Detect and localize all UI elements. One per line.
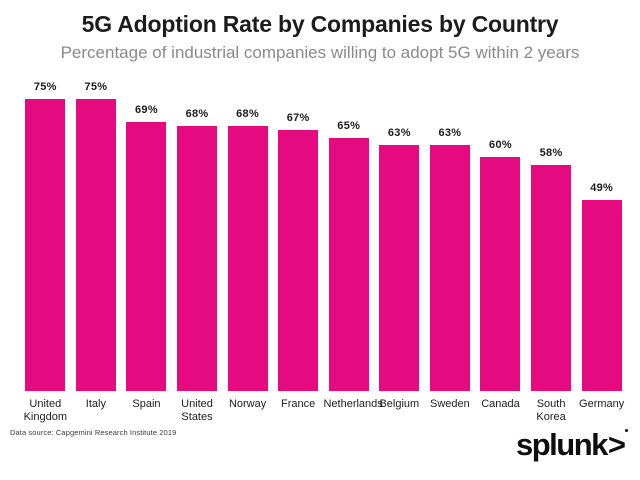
bar-column: 60% <box>475 139 526 391</box>
bar <box>177 125 218 391</box>
bar-value-label: 63% <box>387 127 411 140</box>
splunk-logo: splunk> <box>515 427 628 462</box>
bar-column: 68% <box>222 108 273 391</box>
bar-chart: 75% 75% 69% 68% 68% 67% 65% 63% 63% 60% 58% 49% <box>20 63 627 391</box>
bar-value-label: 75% <box>84 80 108 93</box>
page-title: 5G Adoption Rate by Companies by Country <box>81 11 559 37</box>
bar <box>227 125 268 391</box>
category-label: Spain <box>132 398 161 410</box>
bar-column: 58% <box>526 147 577 391</box>
bar-column: 68% <box>172 108 223 391</box>
category-label: Netherlands <box>323 398 383 410</box>
chart-footer: Data source: Capgemini Research Institut… <box>0 424 640 480</box>
category-label: United States <box>181 398 213 423</box>
category-label: Germany <box>579 398 625 410</box>
chart-header: 5G Adoption Rate by Companies by Country… <box>0 0 640 63</box>
bar-value-label: 63% <box>438 127 462 140</box>
bar-column: 65% <box>323 119 374 391</box>
bar-value-label: 68% <box>185 107 209 120</box>
bar <box>480 157 521 391</box>
bar-value-label: 69% <box>134 103 158 116</box>
page-subtitle: Percentage of industrial companies willi… <box>60 43 580 62</box>
bar-value-label: 58% <box>539 146 563 159</box>
bar-column: 69% <box>121 104 172 391</box>
bar <box>75 98 116 391</box>
category-label: Sweden <box>430 398 470 410</box>
bar <box>328 137 369 391</box>
bar <box>126 121 167 391</box>
bar-value-label: 67% <box>286 111 310 124</box>
bar-column: 49% <box>576 182 627 391</box>
bar-value-label: 75% <box>33 80 57 93</box>
category-label: Canada <box>481 398 520 410</box>
splunk-logo-dot <box>625 429 628 432</box>
bar <box>429 145 470 391</box>
category-labels: United Kingdom Italy Spain United States Nor… <box>20 391 627 424</box>
bar-value-label: 49% <box>590 181 614 194</box>
bar-column: 63% <box>425 127 476 391</box>
category-label: United Kingdom <box>23 398 67 423</box>
bar-column: 75% <box>20 80 71 391</box>
category-label: France <box>281 398 316 410</box>
bar <box>278 129 319 391</box>
bar <box>531 164 572 391</box>
bar-column: 75% <box>71 80 122 391</box>
splunk-logo-text: splunk <box>515 427 608 462</box>
bar-column: 63% <box>374 127 425 391</box>
bar-value-label: 68% <box>236 107 260 120</box>
category-label: Norway <box>228 398 267 410</box>
data-source: Data source: Capgemini Research Institut… <box>10 428 177 437</box>
bar <box>25 98 66 391</box>
category-label: Belgium <box>379 398 420 410</box>
category-label: South Korea <box>536 398 566 423</box>
bar-value-label: 60% <box>489 139 512 151</box>
bar-value-label: 65% <box>337 119 361 132</box>
category-label: Italy <box>85 398 106 410</box>
bar <box>581 199 622 391</box>
bar <box>379 145 420 391</box>
bar-column: 67% <box>273 112 324 391</box>
splunk-logo-arrow: > <box>607 427 628 462</box>
